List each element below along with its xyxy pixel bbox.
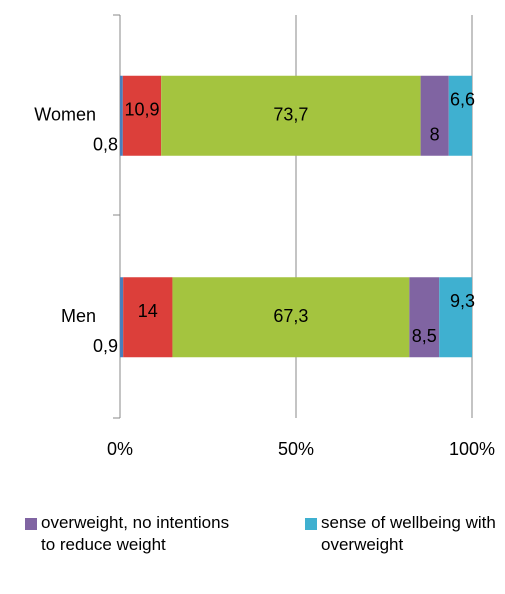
legend-swatch [305, 518, 317, 530]
data-label: 14 [138, 301, 158, 321]
data-label: 9,3 [450, 291, 475, 311]
y-tick-label: Women [34, 105, 96, 125]
legend-label: sense of wellbeing with overweight [321, 513, 496, 554]
data-label: 0,8 [93, 135, 118, 155]
data-label: 0,9 [93, 336, 118, 356]
bar-segment [409, 277, 440, 358]
bar-segment [120, 277, 124, 358]
x-tick-label: 0% [107, 439, 133, 459]
x-tick-label: 50% [278, 439, 314, 459]
data-label: 67,3 [273, 306, 308, 326]
data-label: 8,5 [412, 326, 437, 346]
bar-segment [123, 277, 173, 358]
bar-segment [420, 75, 449, 156]
bar-segment [122, 75, 162, 156]
y-tick-label: Men [61, 306, 96, 326]
bar-segment [120, 75, 123, 156]
bar-segment [439, 277, 472, 358]
data-label: 73,7 [273, 105, 308, 125]
data-label: 6,6 [450, 90, 475, 110]
legend-swatch [25, 518, 37, 530]
data-label: 10,9 [124, 100, 159, 120]
x-tick-label: 100% [449, 439, 495, 459]
legend-label: overweight, no intentions to reduce weig… [41, 513, 230, 554]
bar-segment [172, 277, 410, 358]
bar-segment [161, 75, 421, 156]
data-label: 8 [430, 125, 440, 145]
bar-segment [448, 75, 472, 156]
